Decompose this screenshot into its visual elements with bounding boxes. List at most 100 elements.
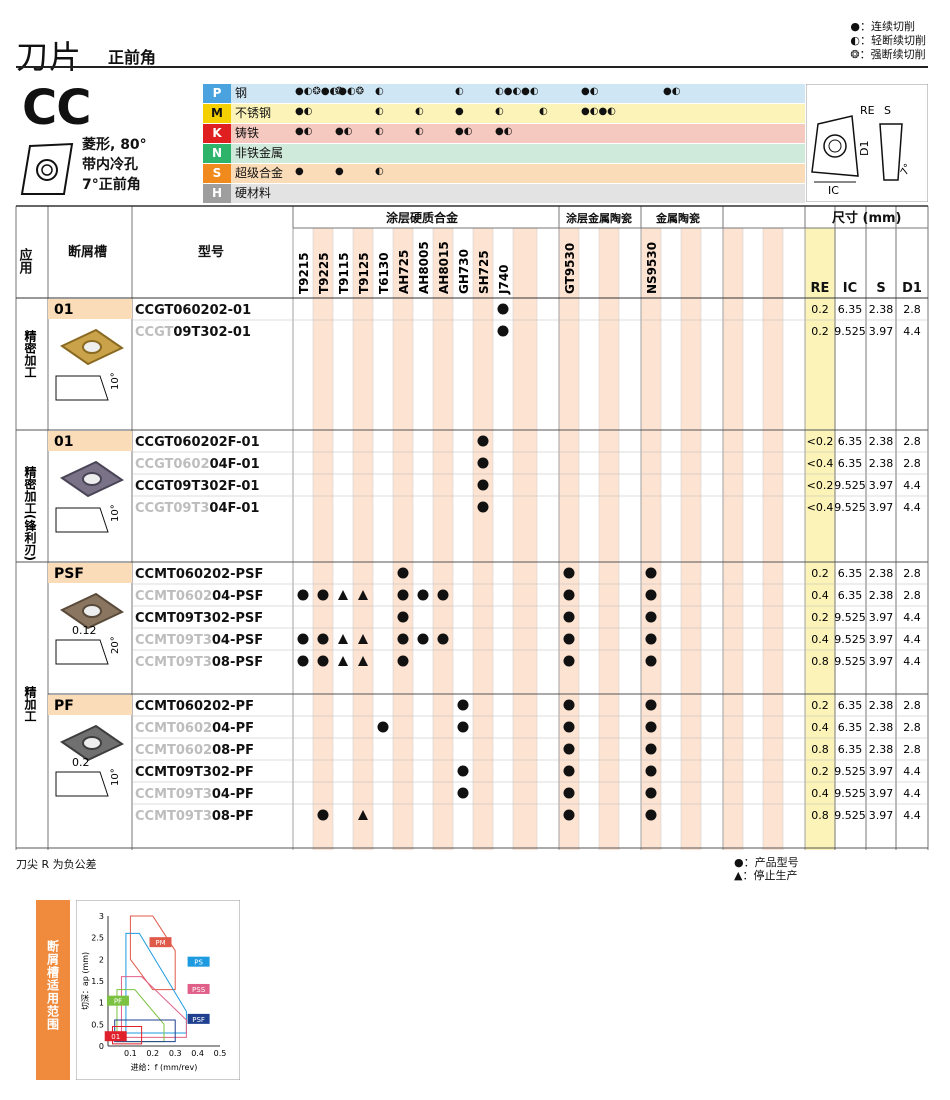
grade-name: T9115: [337, 252, 351, 294]
model-number: CCGT060204F-01: [135, 457, 260, 472]
available-mark: [497, 325, 509, 337]
discontinued-mark: [358, 634, 368, 644]
dimension-value: 3.97: [869, 655, 894, 668]
material-name: 铸铁: [235, 126, 260, 140]
model-suffix: 09T302-01: [173, 325, 251, 340]
dimension-value: 2.38: [869, 303, 894, 316]
dimension-value: 6.35: [838, 567, 863, 580]
legend-heavy-interrupted: ❂：强断续切削: [850, 48, 926, 61]
header-coated-cermet: 涂层金属陶瓷: [566, 211, 632, 225]
model-number: CCGT060202-01: [135, 303, 251, 318]
model-suffix: 04-PF: [212, 787, 254, 802]
column-shade: [641, 228, 661, 850]
dimension-value: 0.2: [811, 765, 829, 778]
available-mark: [437, 633, 449, 645]
dimension-value: 0.2: [811, 699, 829, 712]
dimension-value: 9.525: [834, 765, 866, 778]
x-tick-label: 0.2: [146, 1049, 159, 1058]
dimension-value: 2.8: [903, 721, 921, 734]
insert-hole-icon: [82, 604, 102, 618]
available-mark: [645, 765, 657, 777]
material-cutting-mark: ❂: [335, 86, 344, 97]
chipbreaker-label-bg: [48, 695, 132, 715]
material-code: P: [203, 84, 231, 103]
available-mark: [645, 611, 657, 623]
discontinued-mark: [358, 590, 368, 600]
column-shade: [353, 228, 373, 850]
model-suffix: CCGT09T302F-01: [135, 479, 259, 494]
dimension-value: 4.4: [903, 501, 921, 514]
material-cutting-mark: ◐: [539, 106, 548, 117]
page-subtitle: 正前角: [108, 48, 157, 67]
dimension-value: 3.97: [869, 611, 894, 624]
dimension-value: <0.4: [807, 501, 834, 514]
edge-profile-icon: [55, 507, 109, 533]
edge-angle-label: 20°: [110, 636, 121, 654]
header-dim-2: S: [876, 281, 885, 296]
column-shade: [313, 228, 333, 850]
dimension-value: 2.38: [869, 567, 894, 580]
dimension-value: 4.4: [903, 611, 921, 624]
column-shade: [433, 228, 453, 850]
dimension-value: 0.2: [811, 567, 829, 580]
range-area-PM: [129, 915, 176, 991]
dimension-value: 2.38: [869, 435, 894, 448]
model-prefix: CCGT09T3: [135, 501, 209, 516]
available-mark: [563, 567, 575, 579]
dimension-value: 0.8: [811, 809, 829, 822]
material-name: 钢: [235, 86, 248, 100]
header-cermet: 金属陶瓷: [655, 211, 700, 225]
model-prefix: CCMT0602: [135, 721, 212, 736]
model-number: CCMT060202-PSF: [135, 567, 263, 582]
chart-side-label: 断屑槽适用范围: [45, 940, 60, 1031]
material-row: S 超级合金: [203, 164, 805, 183]
grade-name: AH8015: [437, 241, 451, 294]
dimension-value: 3.97: [869, 479, 894, 492]
legend-light-interrupted: ◐：轻断续切削: [850, 34, 926, 47]
edge-angle-label: 10°: [110, 768, 121, 786]
material-cutting-mark: ●: [335, 166, 344, 177]
diagram-s-label: S: [884, 104, 891, 117]
dimension-value: 2.38: [869, 457, 894, 470]
discontinued-mark: [338, 590, 348, 600]
dimension-value: 2.8: [903, 699, 921, 712]
chipbreaker-name: 01: [54, 434, 73, 450]
available-mark: [563, 809, 575, 821]
discontinued-mark: [358, 656, 368, 666]
model-number: CCGT09T304F-01: [135, 501, 259, 516]
diagram-ic-label: IC: [828, 184, 839, 197]
dimension-value: 0.4: [811, 721, 829, 734]
insert-hole-icon: [82, 472, 102, 486]
chipbreaker-name: PSF: [54, 566, 84, 582]
available-mark: [645, 567, 657, 579]
column-shade: [559, 228, 579, 850]
material-name: 非铁金属: [235, 146, 284, 160]
model-number: CCMT09T304-PSF: [135, 633, 263, 648]
x-tick-label: 0.1: [124, 1049, 137, 1058]
y-tick-label: 1.5: [91, 977, 104, 986]
edge-angle-label: 10°: [110, 504, 121, 522]
dimension-value: 3.97: [869, 765, 894, 778]
edge-profile-icon: [55, 375, 109, 401]
y-tick-label: 3: [99, 912, 104, 921]
available-mark: [317, 655, 329, 667]
diagram-angle-label: 7°: [899, 162, 914, 177]
dimension-value: 0.8: [811, 743, 829, 756]
series-tag-label: PSS: [192, 986, 206, 994]
available-mark: [397, 589, 409, 601]
series-tag-label: PS: [194, 959, 203, 967]
y-tick-label: 1: [99, 999, 104, 1008]
available-mark: [457, 787, 469, 799]
dimension-value: 6.35: [838, 743, 863, 756]
available-mark: [317, 589, 329, 601]
dimension-value: 4.4: [903, 765, 921, 778]
available-mark: [645, 655, 657, 667]
legend-discontinued: ▲：停止生产: [734, 869, 798, 882]
available-mark: [563, 699, 575, 711]
dimension-value: 0.4: [811, 589, 829, 602]
header-coated-carbide: 涂层硬质合金: [386, 210, 459, 225]
available-mark: [397, 633, 409, 645]
material-name: 不锈钢: [235, 106, 272, 120]
material-row: H 硬材料: [203, 184, 805, 203]
